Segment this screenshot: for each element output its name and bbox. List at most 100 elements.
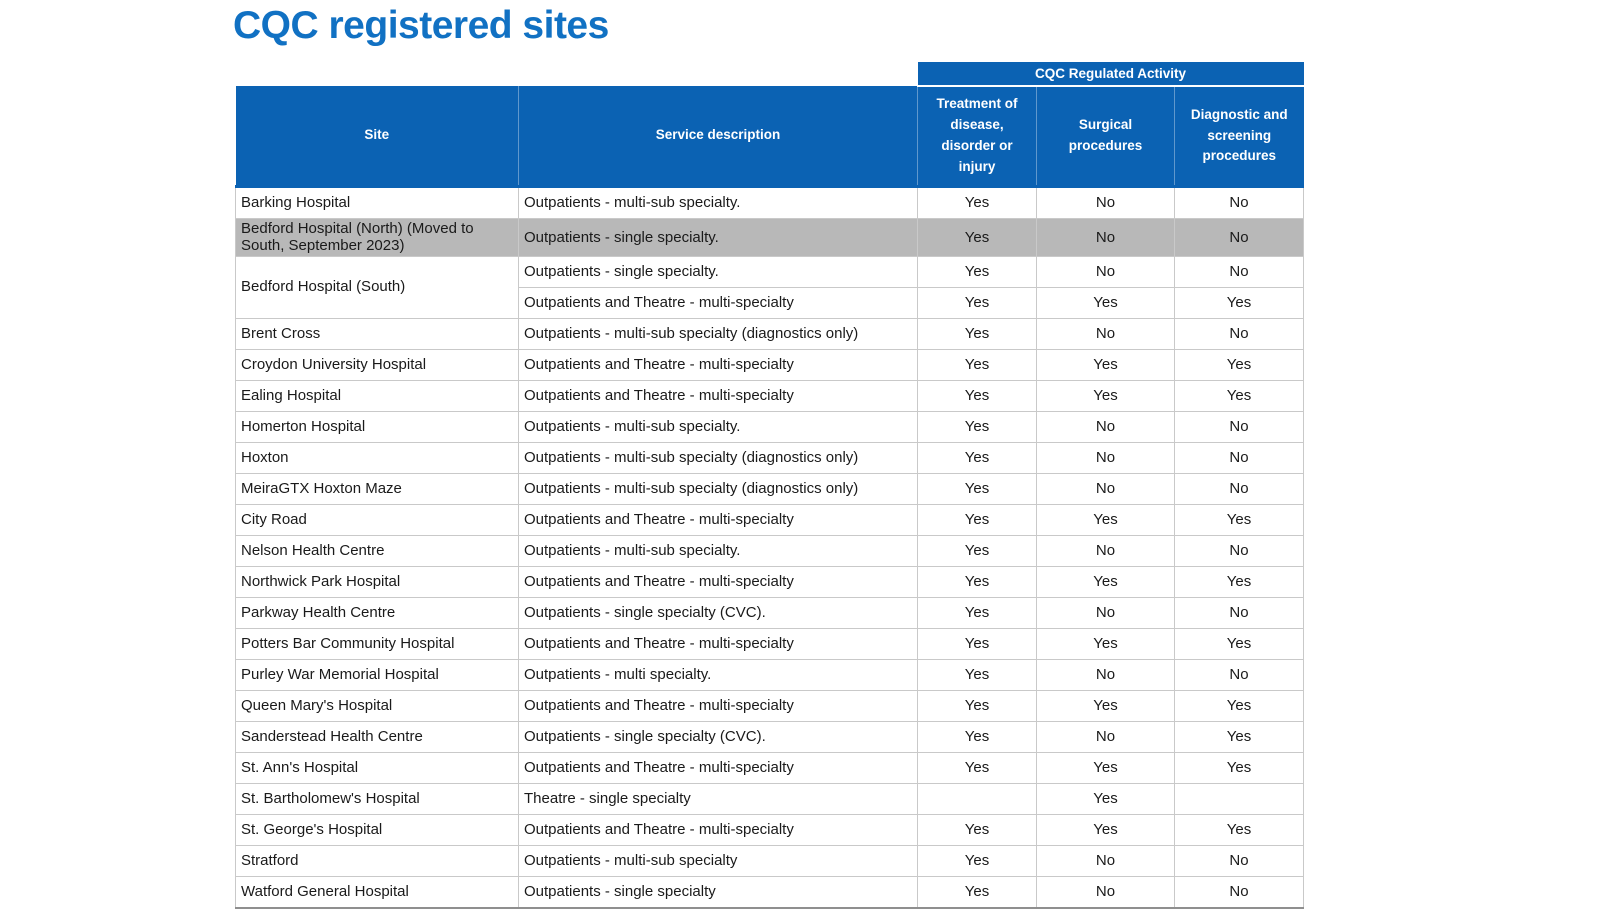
column-header-row: Site Service description Treatment of di… (235, 86, 1304, 188)
surgical-cell: Yes (1036, 565, 1175, 598)
surgical-cell: Yes (1036, 348, 1175, 381)
table-row: Sanderstead Health Centre Outpatients - s… (235, 720, 1304, 753)
diagnostic-cell: No (1174, 844, 1304, 877)
diagnostic-cell: Yes (1174, 379, 1304, 412)
diagnostic-cell (1174, 782, 1304, 815)
table-row: Barking Hospital Outpatients - multi-sub … (235, 186, 1304, 219)
surgical-cell: Yes (1036, 627, 1175, 660)
diagnostic-cell: No (1174, 218, 1304, 257)
table-row: St. Bartholomew's Hospital Theatre - sing… (235, 782, 1304, 815)
cqc-registered-sites-table: CQC Regulated Activity Site Service desc… (235, 62, 1304, 909)
site-cell: St. Ann's Hospital (235, 751, 519, 784)
service-description-cell: Outpatients and Theatre - multi-specialt… (518, 813, 918, 846)
surgical-cell: Yes (1036, 782, 1175, 815)
table-row: Watford General Hospital Outpatients - si… (235, 875, 1304, 909)
service-description-cell: Outpatients - multi specialty. (518, 658, 918, 691)
service-description-cell: Outpatients - single specialty (CVC). (518, 596, 918, 629)
diagnostic-cell: No (1174, 410, 1304, 443)
table-row: City Road Outpatients and Theatre - multi… (235, 503, 1304, 536)
surgical-cell: Yes (1036, 503, 1175, 536)
treatment-cell: Yes (917, 441, 1037, 474)
service-description-cell: Outpatients and Theatre - multi-specialt… (518, 286, 918, 319)
site-cell: Sanderstead Health Centre (235, 720, 519, 753)
diagnostic-cell: Yes (1174, 689, 1304, 722)
treatment-cell: Yes (917, 472, 1037, 505)
treatment-cell: Yes (917, 875, 1037, 909)
diagnostic-cell: No (1174, 596, 1304, 629)
surgical-cell: No (1036, 317, 1175, 350)
treatment-cell: Yes (917, 565, 1037, 598)
site-cell: Brent Cross (235, 317, 519, 350)
surgical-cell: Yes (1036, 379, 1175, 412)
surgical-cell: No (1036, 596, 1175, 629)
table-row: Outpatients and Theatre - multi-specialt… (236, 286, 1304, 319)
site-cell: Watford General Hospital (235, 875, 519, 909)
table-row: Purley War Memorial Hospital Outpatients … (235, 658, 1304, 691)
service-description-cell: Outpatients - multi-sub specialty (diagn… (518, 441, 918, 474)
surgical-cell: No (1036, 875, 1175, 909)
site-cell: Parkway Health Centre (235, 596, 519, 629)
table-row: Queen Mary's Hospital Outpatients and The… (235, 689, 1304, 722)
site-cell: Ealing Hospital (235, 379, 519, 412)
service-description-cell: Outpatients and Theatre - multi-specialt… (518, 348, 918, 381)
site-cell: City Road (235, 503, 519, 536)
surgical-cell: No (1036, 658, 1175, 691)
site-cell: MeiraGTX Hoxton Maze (235, 472, 519, 505)
table-row: Bedford Hospital (North) (Moved to South… (235, 218, 1304, 257)
table-row: Hoxton Outpatients - multi-sub specialty … (235, 441, 1304, 474)
site-cell: Bedford Hospital (South) (235, 255, 519, 319)
service-description-cell: Outpatients - multi-sub specialty (518, 844, 918, 877)
diagnostic-cell: Yes (1174, 813, 1304, 846)
treatment-cell: Yes (917, 317, 1037, 350)
treatment-cell: Yes (917, 534, 1037, 567)
treatment-cell: Yes (917, 658, 1037, 691)
diagnostic-cell: Yes (1174, 503, 1304, 536)
service-description-cell: Outpatients and Theatre - multi-specialt… (518, 627, 918, 660)
treatment-cell: Yes (917, 186, 1037, 219)
table-row: MeiraGTX Hoxton Maze Outpatients - multi-… (235, 472, 1304, 505)
diagnostic-cell: Yes (1174, 348, 1304, 381)
site-cell: Nelson Health Centre (235, 534, 519, 567)
site-cell: St. George's Hospital (235, 813, 519, 846)
treatment-cell (917, 782, 1037, 815)
diagnostic-cell: No (1174, 875, 1304, 909)
treatment-cell: Yes (917, 379, 1037, 412)
diagnostic-cell: Yes (1174, 627, 1304, 660)
diagnostic-cell: No (1174, 534, 1304, 567)
table-body: Barking Hospital Outpatients - multi-sub … (235, 186, 1304, 909)
service-description-cell: Outpatients - single specialty. (518, 218, 918, 257)
service-description-cell: Outpatients - single specialty (518, 875, 918, 909)
surgical-cell: No (1036, 255, 1175, 288)
surgical-cell: No (1036, 844, 1175, 877)
surgical-cell: No (1036, 472, 1175, 505)
diagnostic-cell: No (1174, 472, 1304, 505)
diagnostic-cell: Yes (1174, 286, 1304, 319)
site-cell: Croydon University Hospital (235, 348, 519, 381)
treatment-cell: Yes (917, 844, 1037, 877)
diagnostic-cell: No (1174, 441, 1304, 474)
service-description-cell: Outpatients and Theatre - multi-specialt… (518, 689, 918, 722)
table-row: St. Ann's Hospital Outpatients and Theatr… (235, 751, 1304, 784)
site-cell: Stratford (235, 844, 519, 877)
service-description-cell: Outpatients - multi-sub specialty. (518, 410, 918, 443)
page-title: CQC registered sites (233, 4, 609, 47)
site-cell: St. Bartholomew's Hospital (235, 782, 519, 815)
column-header-treatment: Treatment of disease, disorder or injury (917, 86, 1037, 188)
table-row: Nelson Health Centre Outpatients - multi-… (235, 534, 1304, 567)
table-row: Bedford Hospital (South) Outpatients - si… (235, 255, 1304, 319)
site-cell: Potters Bar Community Hospital (235, 627, 519, 660)
site-cell: Barking Hospital (235, 186, 519, 219)
surgical-cell: Yes (1036, 751, 1175, 784)
diagnostic-cell: Yes (1174, 720, 1304, 753)
column-header-diagnostic: Diagnostic and screening procedures (1174, 86, 1304, 188)
diagnostic-cell: No (1174, 658, 1304, 691)
surgical-cell: Yes (1036, 286, 1175, 319)
regulated-activity-band-row: CQC Regulated Activity (235, 62, 1304, 87)
diagnostic-cell: No (1174, 255, 1304, 288)
service-description-cell: Outpatients and Theatre - multi-specialt… (518, 565, 918, 598)
treatment-cell: Yes (917, 627, 1037, 660)
regulated-activity-band-header: CQC Regulated Activity (917, 62, 1304, 87)
table-row: St. George's Hospital Outpatients and The… (235, 813, 1304, 846)
surgical-cell: No (1036, 441, 1175, 474)
service-description-cell: Outpatients and Theatre - multi-specialt… (518, 503, 918, 536)
